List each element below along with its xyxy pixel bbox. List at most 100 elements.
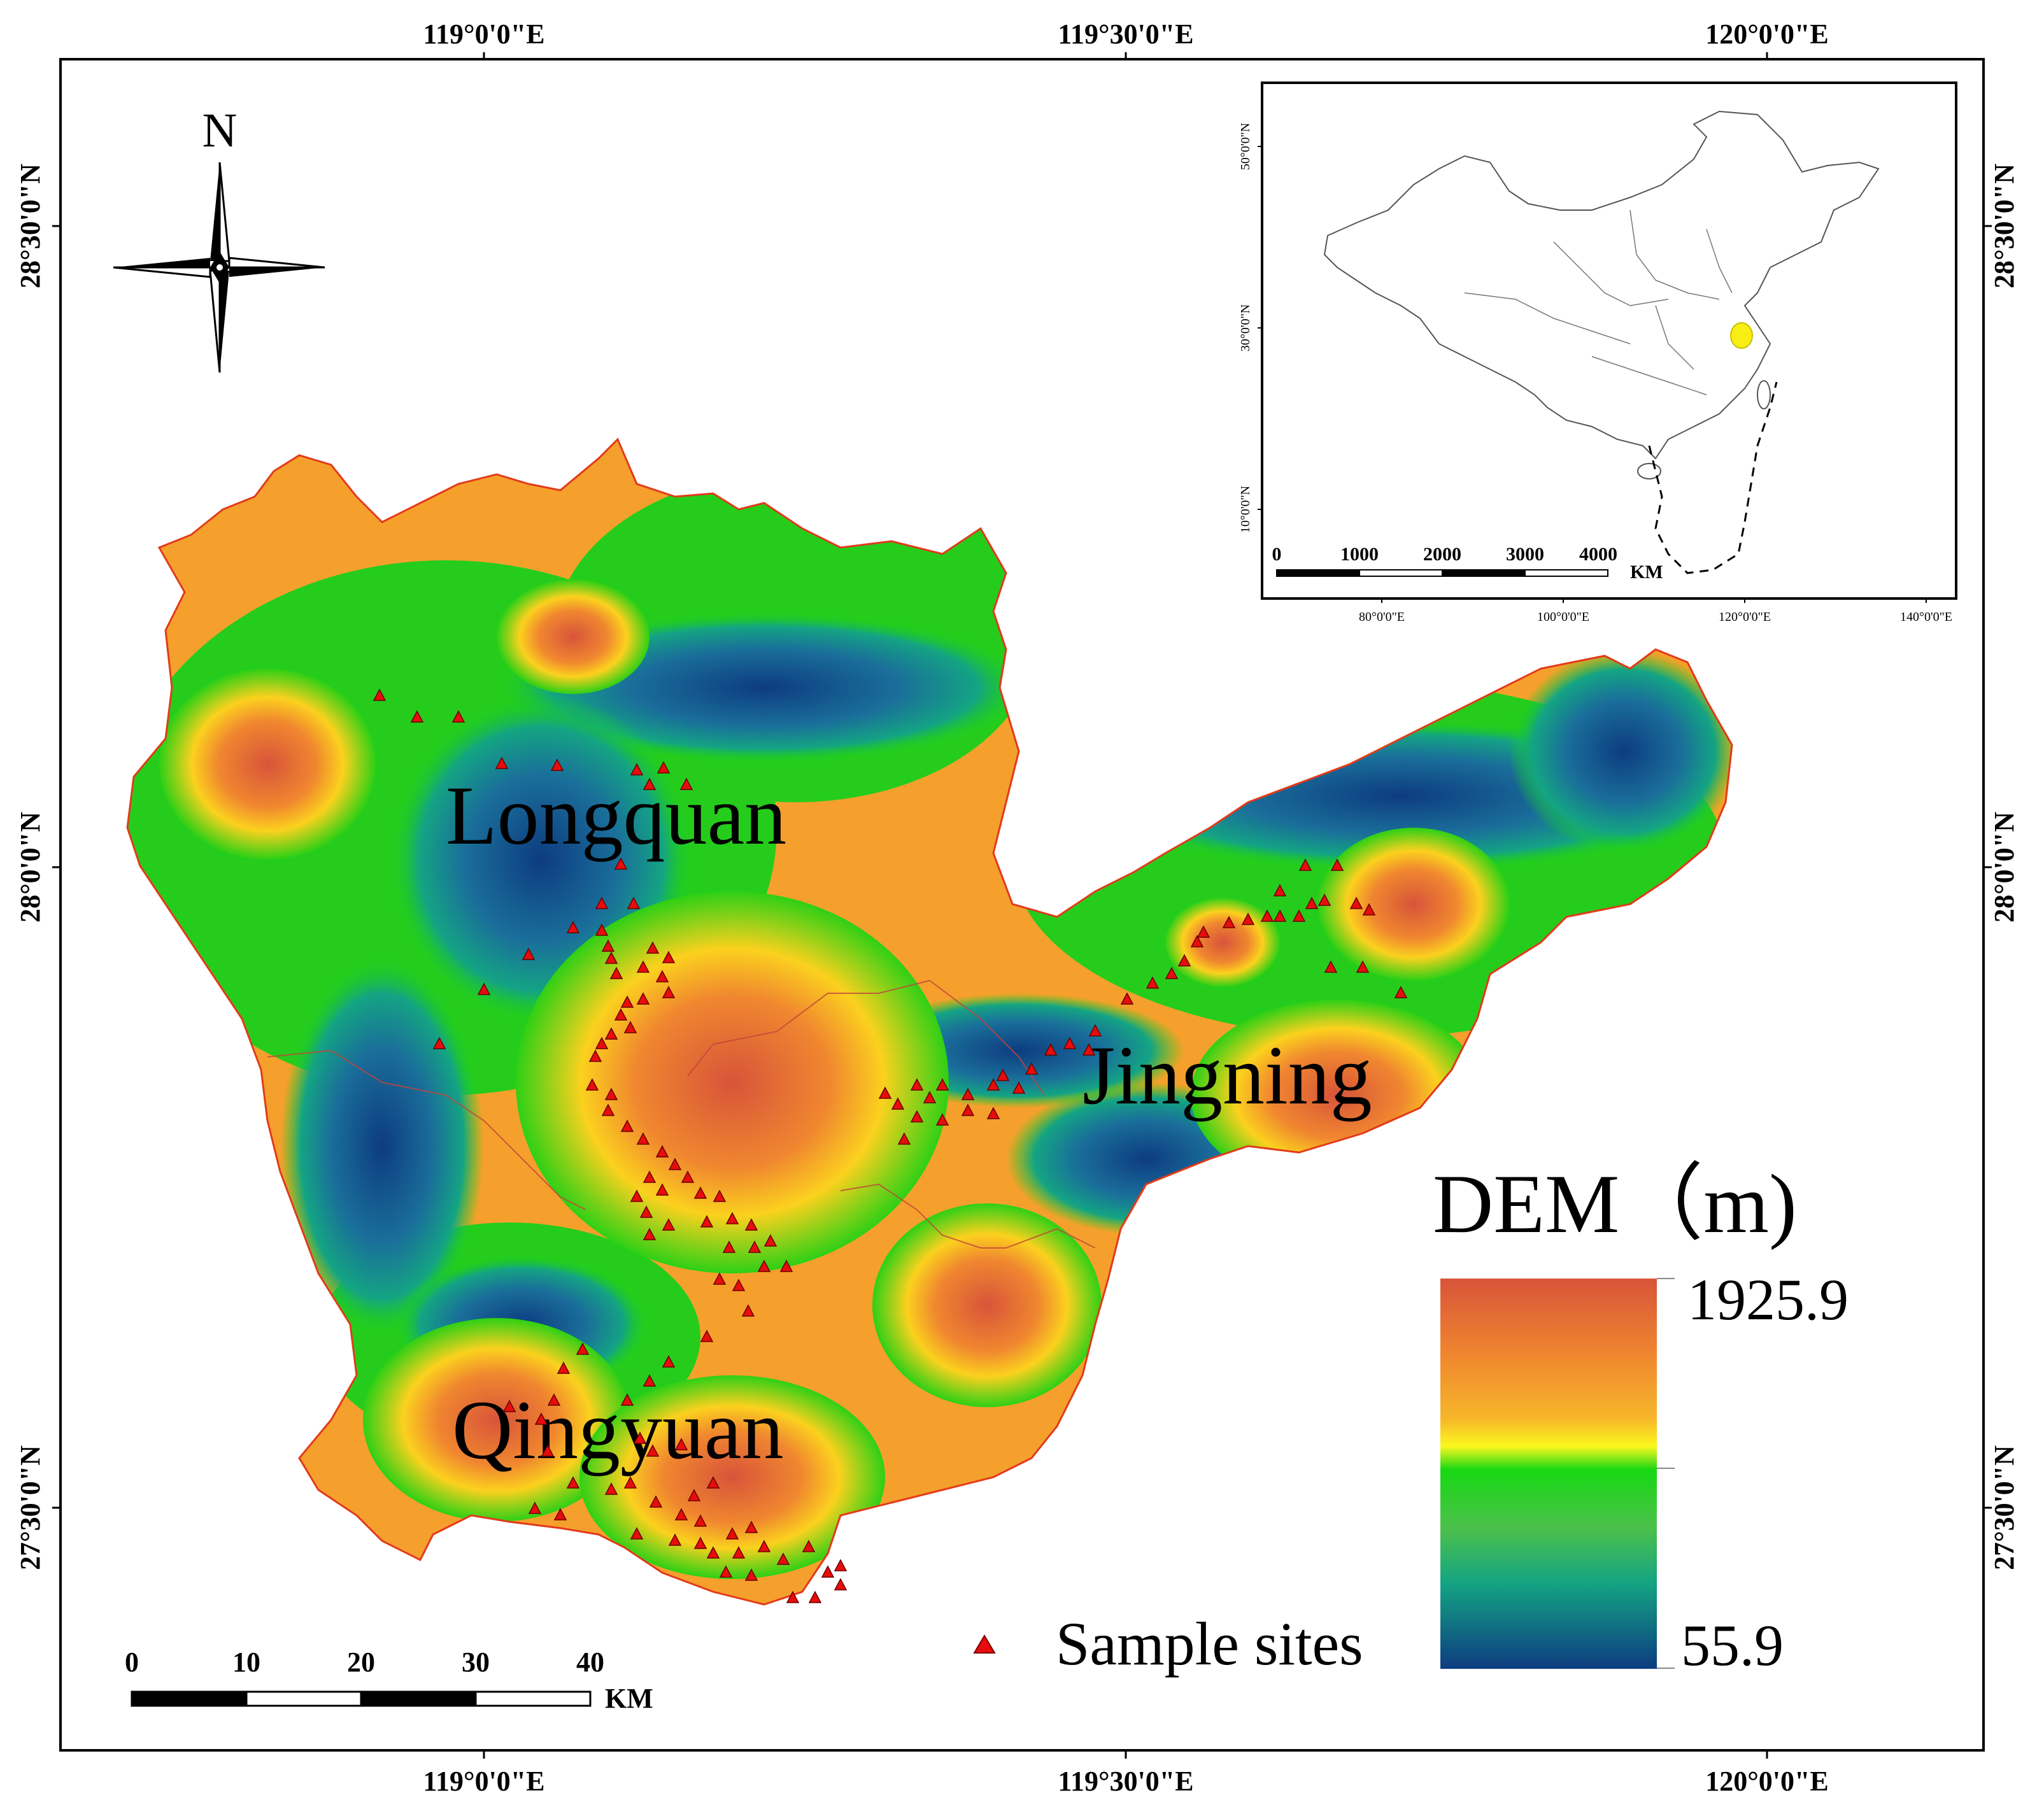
sample-site-marker	[1330, 858, 1344, 871]
sample-site-marker	[891, 1097, 905, 1110]
sample-site-marker	[614, 857, 628, 870]
sample-site-marker	[935, 1078, 949, 1091]
sample-site-marker	[432, 1037, 446, 1049]
sample-site-marker	[636, 992, 650, 1005]
sample-site-marker	[620, 995, 634, 1008]
sample-site-marker	[553, 1508, 567, 1520]
sample-sites	[373, 688, 1408, 1603]
sample-site-marker	[725, 1527, 739, 1540]
sample-site-marker	[776, 1552, 790, 1565]
sample-site-marker	[655, 970, 669, 982]
sample-site-marker	[897, 1132, 911, 1145]
sample-site-marker	[502, 1399, 516, 1412]
svg-text:3000: 3000	[1506, 544, 1544, 565]
sample-site-marker	[604, 1482, 618, 1495]
sample-site-marker	[655, 1145, 669, 1158]
sample-site-marker	[495, 756, 509, 769]
inset-lon-label: 120°0'0"E	[1719, 610, 1771, 624]
sample-site-marker	[566, 1476, 580, 1489]
sample-site-marker	[693, 1186, 707, 1199]
sample-site-marker	[741, 1304, 755, 1317]
sample-site-marker	[604, 1088, 618, 1100]
legend-max: 1925.9	[1687, 1267, 1849, 1332]
sample-site-marker	[961, 1103, 975, 1116]
sample-site-marker	[1063, 1037, 1077, 1049]
sample-site-marker	[1177, 954, 1191, 967]
sample-site-marker	[786, 1591, 800, 1603]
sample-site-marker	[620, 1393, 634, 1406]
sample-site-marker	[588, 1049, 602, 1062]
place-longquan: Longquan	[446, 769, 786, 862]
sample-site-marker	[646, 1444, 660, 1457]
inset-lon-label: 80°0'0"E	[1359, 610, 1405, 624]
sample-site-marker	[534, 1412, 548, 1425]
sample-legend: Sample sites	[973, 1610, 1363, 1678]
sample-site-marker	[1146, 976, 1160, 989]
scale-tick: 0	[125, 1647, 139, 1678]
sample-site-marker	[732, 1546, 746, 1559]
sample-site-marker	[541, 1444, 555, 1457]
sample-site-marker	[627, 896, 641, 909]
sample-site-marker	[713, 1272, 727, 1285]
scale-bar: 0 10 20 30 40 KM	[125, 1647, 653, 1714]
right-lat-label: 28°0'0"N	[1989, 812, 2020, 923]
graticule-ticks	[52, 52, 1992, 1759]
sample-site-marker	[1260, 909, 1274, 922]
place-qingyuan: Qingyuan	[452, 1383, 784, 1477]
sample-site-marker	[1273, 884, 1287, 896]
left-lat-label: 27°30'0"N	[15, 1445, 46, 1570]
north-arrow: N	[113, 104, 325, 373]
top-lon-label: 119°0'0"E	[423, 18, 544, 50]
right-lat-label: 27°30'0"N	[1989, 1445, 2020, 1570]
sample-site-marker	[681, 1170, 695, 1183]
sample-site-marker	[757, 1540, 771, 1552]
sample-site-marker	[674, 1508, 688, 1520]
sample-site-marker	[623, 1021, 637, 1033]
sample-site-marker	[614, 1008, 628, 1021]
sample-site-marker	[1349, 896, 1363, 909]
sample-site-marker	[623, 1476, 637, 1489]
sample-site-marker	[961, 1088, 975, 1100]
sample-site-marker	[700, 1215, 714, 1228]
sample-site-marker	[878, 1086, 892, 1099]
svg-text:0: 0	[1272, 544, 1282, 565]
sample-site-marker	[674, 1438, 688, 1450]
inset-ticks	[1258, 146, 1927, 603]
sample-site-marker	[630, 1527, 644, 1540]
sample-site-marker	[1292, 909, 1306, 922]
sample-site-marker	[744, 1520, 758, 1533]
sample-site-marker	[620, 1119, 634, 1132]
sample-site-marker	[642, 1374, 656, 1387]
inset-lon-label: 100°0'0"E	[1537, 610, 1589, 624]
sample-site-marker	[935, 1113, 949, 1126]
sample-site-marker	[1222, 916, 1236, 928]
sample-site-marker	[633, 1431, 647, 1444]
sample-legend-symbol	[973, 1634, 996, 1654]
sample-site-marker	[662, 986, 676, 998]
sample-site-marker	[636, 960, 650, 973]
dem-legend: DEM（m) 1925.9 55.9	[1433, 1157, 1849, 1678]
sample-legend-label: Sample sites	[1056, 1610, 1363, 1678]
sample-site-marker	[923, 1091, 937, 1103]
scale-tick: 20	[347, 1647, 375, 1678]
inset-map: 50°0'0"N 30°0'0"N 10°0'0"N 80°0'0"E 100°…	[1238, 81, 1957, 624]
sample-site-marker	[1196, 925, 1210, 938]
sample-site-marker	[1025, 1062, 1039, 1075]
north-label: N	[202, 104, 238, 157]
sample-site-marker	[528, 1501, 542, 1514]
sample-site-marker	[910, 1110, 924, 1123]
svg-text:KM: KM	[1630, 562, 1663, 583]
sample-site-marker	[585, 1078, 599, 1091]
county-boundaries	[267, 979, 1096, 1249]
nine-dash-line	[1648, 381, 1778, 574]
sample-site-marker	[646, 941, 660, 954]
sample-site-marker	[630, 763, 644, 776]
bottom-lon-label: 120°0'0"E	[1705, 1766, 1829, 1797]
sample-site-marker	[662, 1355, 676, 1368]
sample-site-marker	[834, 1578, 848, 1591]
sample-site-marker	[687, 1489, 701, 1501]
sample-site-marker	[1044, 1043, 1058, 1056]
svg-text:4000: 4000	[1579, 544, 1617, 565]
sample-site-marker	[595, 896, 609, 909]
sample-site-marker	[1165, 967, 1179, 979]
